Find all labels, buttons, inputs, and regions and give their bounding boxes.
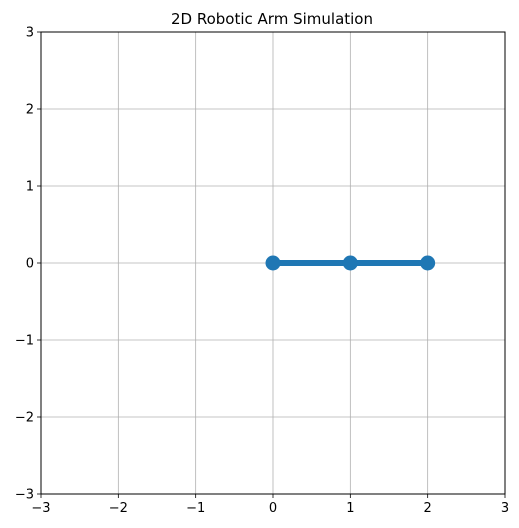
y-tick-label: 3 <box>26 26 34 41</box>
chart-title: 2D Robotic Arm Simulation <box>171 10 373 28</box>
x-tick-label: 0 <box>269 501 277 516</box>
joint-marker <box>265 255 281 271</box>
y-tick-label: −2 <box>15 411 34 426</box>
y-tick-label: 2 <box>26 103 34 118</box>
joint-marker <box>420 255 436 271</box>
x-tick-label: −3 <box>31 501 50 516</box>
plot-area <box>265 255 436 271</box>
x-tick-label: −1 <box>186 501 205 516</box>
y-tick-label: −1 <box>15 334 34 349</box>
x-tick-label: 3 <box>501 501 509 516</box>
x-tick-label: 1 <box>346 501 354 516</box>
ticks: −3 −2 −1 0 1 2 3 −3 −2 −1 0 1 2 3 <box>15 26 509 517</box>
y-tick-label: 0 <box>26 257 34 272</box>
y-tick-label: 1 <box>26 180 34 195</box>
x-tick-label: −2 <box>109 501 128 516</box>
x-tick-label: 2 <box>424 501 432 516</box>
y-tick-label: −3 <box>15 488 34 503</box>
joint-marker <box>342 255 358 271</box>
